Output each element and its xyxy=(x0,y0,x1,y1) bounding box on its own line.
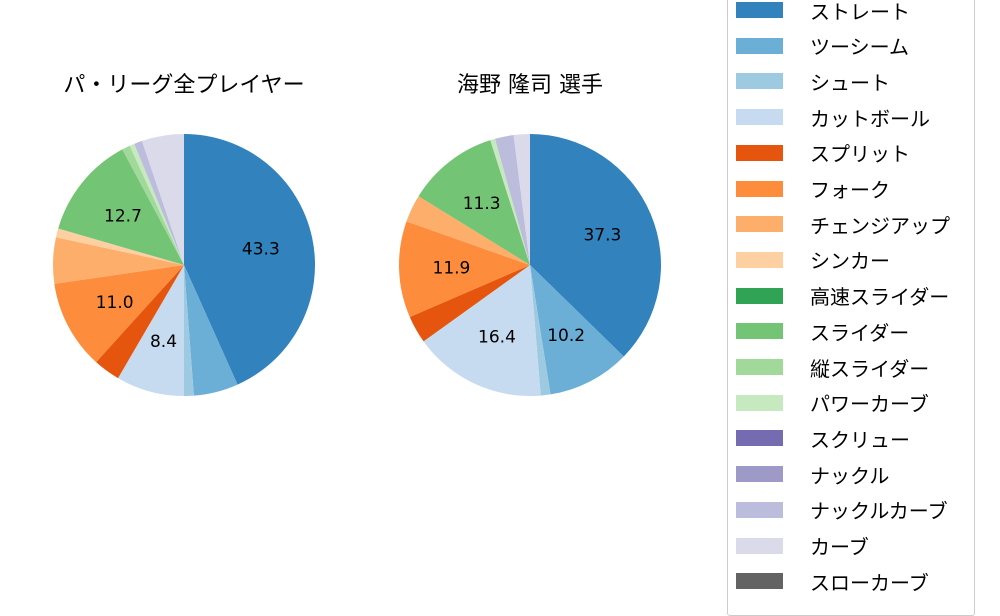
legend-swatch xyxy=(736,466,783,483)
legend-swatch xyxy=(736,537,783,554)
pie-chart-player: 海野 隆司 選手 37.3 10.2 16.4 11.9 11.3 xyxy=(399,73,661,396)
pie-slice-14 xyxy=(495,135,530,265)
pie-data-label: 8.4 xyxy=(150,332,177,352)
pie-slice-0 xyxy=(184,134,315,385)
legend-item: スローカーブ xyxy=(736,566,929,596)
legend-swatch xyxy=(736,573,783,590)
legend-item: ナックルカーブ xyxy=(736,495,948,525)
pie-slice-15 xyxy=(141,134,184,265)
legend-swatch xyxy=(736,109,783,126)
legend-item: ストレート xyxy=(736,0,910,25)
pie-slice-14 xyxy=(134,140,184,265)
pie-slice-6 xyxy=(406,196,530,265)
pie-slice-6 xyxy=(52,237,184,284)
pie-slice-7 xyxy=(55,228,184,265)
legend-swatch xyxy=(736,73,783,90)
legend-swatch xyxy=(736,359,783,375)
legend-swatch xyxy=(736,216,783,233)
legend-swatch xyxy=(736,2,783,18)
legend-label: 高速スライダー xyxy=(810,285,950,310)
legend-item: チェンジアップ xyxy=(736,209,950,239)
pie-slice-5 xyxy=(399,221,530,318)
legend-swatch xyxy=(736,251,783,268)
pie-slice-15 xyxy=(513,134,530,265)
pie-slice-2 xyxy=(184,265,194,396)
legend-swatch xyxy=(736,37,783,54)
pie-slice-0 xyxy=(530,134,661,357)
legend-label: ナックル xyxy=(810,463,890,488)
legend-item: シンカー xyxy=(736,245,890,275)
legend-swatch xyxy=(736,180,783,197)
legend-label: チェンジアップ xyxy=(810,213,950,238)
legend-label: ナックルカーブ xyxy=(810,499,948,524)
legend-item: ツーシーム xyxy=(736,31,909,61)
pie-title-league: パ・リーグ全プレイヤー xyxy=(63,73,304,98)
legend-label: シュート xyxy=(810,70,890,95)
pie-slice-3 xyxy=(423,265,541,396)
pie-slice-9 xyxy=(418,140,530,265)
pie-data-label: 16.4 xyxy=(478,327,516,347)
pie-slice-3 xyxy=(118,265,184,396)
legend-label: スローカーブ xyxy=(810,570,929,595)
pie-data-label: 37.3 xyxy=(583,225,621,245)
legend-item: カットボール xyxy=(736,102,930,132)
legend-label: 縦スライダー xyxy=(810,356,930,381)
pie-slice-4 xyxy=(96,265,184,379)
legend-item: スライダー xyxy=(736,316,909,346)
pie-data-label: 10.2 xyxy=(547,326,585,346)
pie-charts-figure: パ・リーグ全プレイヤー 43.3 8.4 11.0 12.7 海野 隆司 選手 37.… xyxy=(52,73,661,396)
legend-label: シンカー xyxy=(810,249,890,274)
pie-slice-11 xyxy=(490,138,530,265)
pie-slice-4 xyxy=(409,265,530,342)
pie-data-label: 12.7 xyxy=(104,206,142,226)
legend: ストレートツーシームシュートカットボール スプリットフォークチェンジアップ シンカー… xyxy=(727,0,975,616)
legend-item: 縦スライダー xyxy=(736,352,929,382)
pie-data-label: 43.3 xyxy=(242,240,280,260)
pie-chart-league: パ・リーグ全プレイヤー 43.3 8.4 11.0 12.7 xyxy=(52,73,315,396)
pie-title-player: 海野 隆司 選手 xyxy=(457,73,603,98)
pie-slice-11 xyxy=(129,143,184,265)
legend-item: 高速スライダー xyxy=(736,281,949,311)
pie-slice-1 xyxy=(530,265,624,395)
legend-swatch xyxy=(736,501,783,518)
legend-item: パワーカーブ xyxy=(736,388,929,418)
legend-item: スプリット xyxy=(736,138,910,168)
pie-data-label: 11.3 xyxy=(463,194,501,214)
legend-label: スプリット xyxy=(810,142,910,167)
legend-swatch xyxy=(736,144,783,161)
pie-slice-5 xyxy=(54,265,185,363)
pie-data-label: 11.9 xyxy=(433,259,471,279)
legend-item: ナックル xyxy=(736,459,889,489)
legend-label: ストレート xyxy=(810,0,910,24)
legend-swatch xyxy=(736,287,783,304)
legend-swatch xyxy=(736,430,783,447)
pie-data-label: 11.0 xyxy=(96,293,134,313)
legend-item: カーブ xyxy=(736,531,869,561)
legend-label: カーブ xyxy=(810,535,869,559)
legend-label: スクリュー xyxy=(810,427,910,452)
legend-swatch xyxy=(736,323,783,340)
legend-item: フォーク xyxy=(736,174,890,204)
legend-label: カットボール xyxy=(810,106,930,131)
pie-slice-9 xyxy=(58,149,185,265)
pie-slice-1 xyxy=(184,265,238,396)
legend-item: シュート xyxy=(736,66,890,96)
legend-label: ツーシーム xyxy=(810,35,909,60)
legend-swatch xyxy=(736,394,783,411)
legend-label: パワーカーブ xyxy=(810,392,929,417)
legend-item: スクリュー xyxy=(736,423,910,453)
pie-slice-10 xyxy=(122,145,184,265)
pie-slice-2 xyxy=(530,265,551,396)
legend-label: フォーク xyxy=(810,178,890,202)
legend-label: スライダー xyxy=(810,320,910,345)
